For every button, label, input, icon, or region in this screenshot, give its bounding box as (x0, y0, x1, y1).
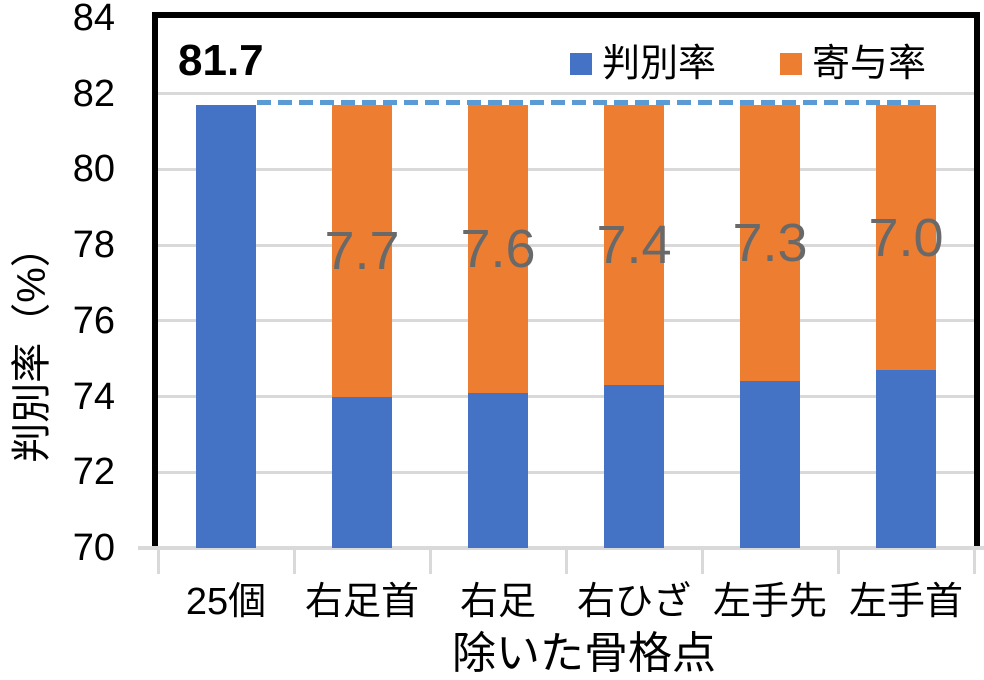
x-category-label-右足: 右足 (459, 581, 536, 623)
x-axis-tick (701, 550, 704, 574)
x-axis-line (138, 546, 984, 550)
contribution-label-左手先: 7.3 (732, 213, 808, 274)
bar-判別率-25個 (196, 105, 256, 548)
bar-寄与率-右足首 (332, 105, 392, 397)
y-tick-label-76: 76 (72, 299, 115, 342)
bar-判別率-右足首 (332, 396, 392, 548)
x-axis-tick (973, 550, 976, 574)
x-category-label-右足首: 右足首 (304, 581, 419, 623)
plot-area: 81.7 判別率 寄与率 7.7 7.6 7.4 7.3 7.0 (152, 12, 980, 548)
y-tick-label-80: 80 (72, 148, 115, 191)
bar-寄与率-右足 (468, 105, 528, 393)
x-category-label-右ひざ: 右ひざ (576, 581, 691, 623)
y-tick-label-70: 70 (72, 527, 115, 569)
contribution-label-右足首: 7.7 (324, 220, 400, 281)
y-tick-label-74: 74 (72, 375, 115, 418)
x-axis-tick (157, 550, 160, 574)
x-category-label-25個: 25個 (185, 581, 267, 623)
legend-entry-discrimination-rate: 判別率 (570, 44, 716, 84)
blue-series-swatch-icon (570, 53, 592, 75)
bar-判別率-左手先 (740, 381, 800, 548)
chart-legend: 判別率 寄与率 (570, 44, 926, 84)
y-tick-label-82: 82 (72, 72, 115, 115)
legend-entry-contribution-rate: 寄与率 (780, 44, 926, 84)
x-axis-tick (293, 550, 296, 574)
gridline-78 (158, 243, 974, 247)
contribution-label-右足: 7.6 (460, 218, 536, 279)
gridline-80 (158, 167, 974, 171)
bar-判別率-左手首 (876, 370, 936, 548)
first-bar-total-label: 81.7 (178, 36, 264, 85)
gridline-72 (158, 470, 974, 474)
bar-判別率-右足 (468, 392, 528, 548)
y-tick-label-84: 84 (72, 0, 115, 39)
y-tick-label-78: 78 (72, 224, 115, 267)
contribution-label-右ひざ: 7.4 (596, 215, 672, 276)
legend-label-contribution-rate: 寄与率 (812, 43, 927, 85)
x-axis-tick (837, 550, 840, 574)
gridline-76 (158, 319, 974, 323)
bar-寄与率-右ひざ (604, 105, 664, 386)
bar-寄与率-左手先 (740, 105, 800, 382)
reference-dashed-line (257, 100, 920, 106)
bar-判別率-右ひざ (604, 385, 664, 548)
bar-寄与率-左手首 (876, 105, 936, 371)
x-category-label-左手先: 左手先 (712, 581, 827, 623)
orange-series-swatch-icon (780, 53, 803, 75)
x-category-label-左手首: 左手首 (848, 581, 963, 623)
gridline-74 (158, 395, 974, 399)
x-axis-tick (565, 550, 568, 574)
contribution-label-左手首: 7.0 (868, 207, 944, 268)
x-axis-tick (429, 550, 432, 574)
legend-label-discrimination-rate: 判別率 (602, 43, 717, 85)
y-tick-label-72: 72 (72, 451, 115, 494)
x-axis-title: 除いた骨格点 (452, 629, 716, 678)
gridline-82 (158, 92, 974, 96)
